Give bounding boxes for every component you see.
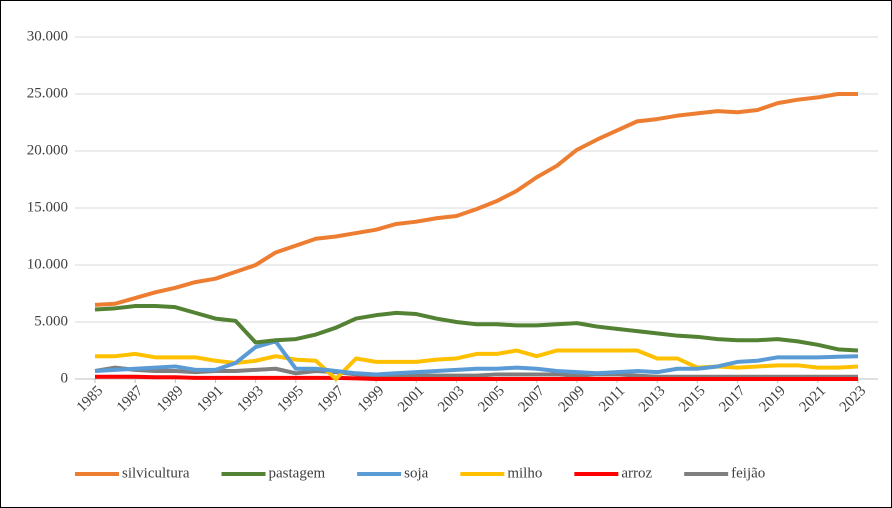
y-tick-label: 10.000 xyxy=(27,256,68,272)
y-tick-label: 5.000 xyxy=(34,313,68,329)
legend-label: soja xyxy=(404,465,429,481)
legend-label: arroz xyxy=(621,465,652,481)
series-line xyxy=(94,339,859,377)
y-tick-label: 30.000 xyxy=(27,28,68,44)
series-line xyxy=(94,92,858,307)
legend-label: pastagem xyxy=(269,465,326,481)
y-tick-label: 0 xyxy=(61,370,69,386)
series-line xyxy=(94,365,858,379)
y-tick-label: 20.000 xyxy=(27,142,68,158)
legend-label: silvicultura xyxy=(122,465,190,481)
series-line xyxy=(95,348,859,381)
legend-label: milho xyxy=(507,465,542,481)
y-tick-label: 15.000 xyxy=(27,199,68,215)
legend-label: feijão xyxy=(731,465,765,481)
series-line xyxy=(94,304,859,353)
y-tick-label: 25.000 xyxy=(27,85,68,101)
series-line xyxy=(95,374,858,381)
